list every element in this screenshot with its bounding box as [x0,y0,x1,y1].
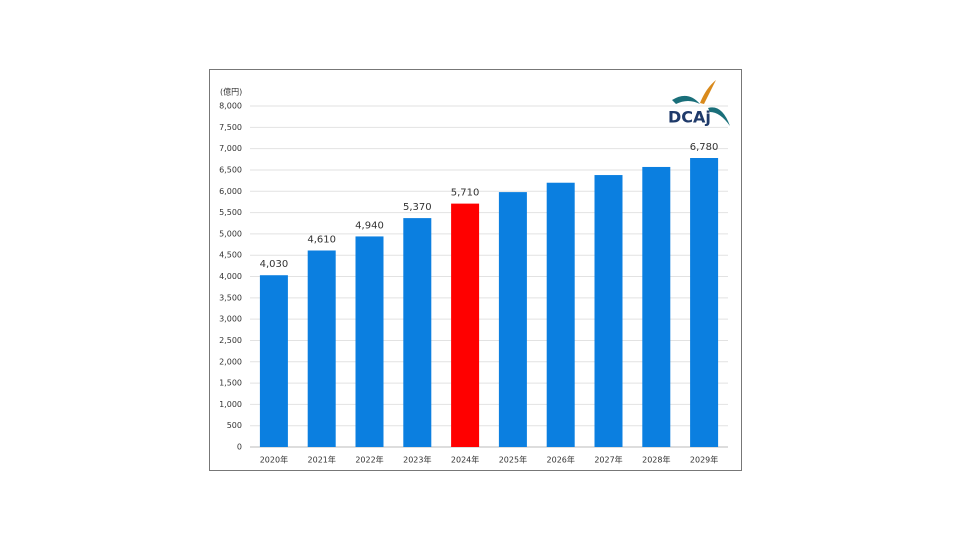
bar [259,275,288,447]
x-tick-label: 2029年 [690,455,718,465]
value-label: 5,710 [451,188,480,199]
x-tick-label: 2024年 [451,455,479,465]
bar [355,236,384,447]
x-tick-label: 2027年 [594,455,622,465]
y-tick-label: 6,000 [219,187,242,196]
x-tick-label: 2022年 [355,455,383,465]
y-tick-label: 7,000 [219,144,242,153]
y-tick-label: 5,500 [219,208,242,217]
x-tick-label: 2023年 [403,455,431,465]
bar [451,203,480,447]
y-tick-label: 0 [237,443,242,452]
y-tick-label: 6,500 [219,165,242,174]
value-label: 4,610 [307,234,336,245]
bar [690,158,719,447]
y-tick-label: 500 [227,421,242,430]
bar [403,218,432,447]
x-tick-label: 2028年 [642,455,670,465]
y-tick-label: 4,500 [219,251,242,260]
x-tick-label: 2026年 [547,455,575,465]
bar [594,175,623,448]
bar [307,250,336,447]
value-label: 5,370 [403,202,432,213]
logo-swoosh [700,80,716,104]
value-label: 4,940 [355,220,384,231]
logo-swoosh [708,107,730,126]
y-tick-label: 2,000 [219,357,242,366]
y-tick-label: 3,000 [219,315,242,324]
logo: DCAj [668,80,730,127]
y-tick-label: 1,500 [219,379,242,388]
unit-label: (億円) [220,87,242,97]
logo-swoosh [672,95,700,104]
x-tick-label: 2020年 [260,455,288,465]
y-tick-label: 7,500 [219,123,242,132]
y-tick-label: 5,000 [219,229,242,238]
logo-text: DCAj [668,108,711,127]
y-tick-label: 2,500 [219,336,242,345]
bar [546,182,575,447]
x-tick-label: 2025年 [499,455,527,465]
value-label: 6,780 [690,142,719,153]
bar [498,192,527,447]
y-tick-label: 4,000 [219,272,242,281]
y-tick-label: 8,000 [219,102,242,111]
value-label: 4,030 [260,259,289,270]
y-tick-label: 1,000 [219,400,242,409]
x-tick-label: 2021年 [308,455,336,465]
bar [642,166,671,448]
y-tick-label: 3,500 [219,293,242,302]
